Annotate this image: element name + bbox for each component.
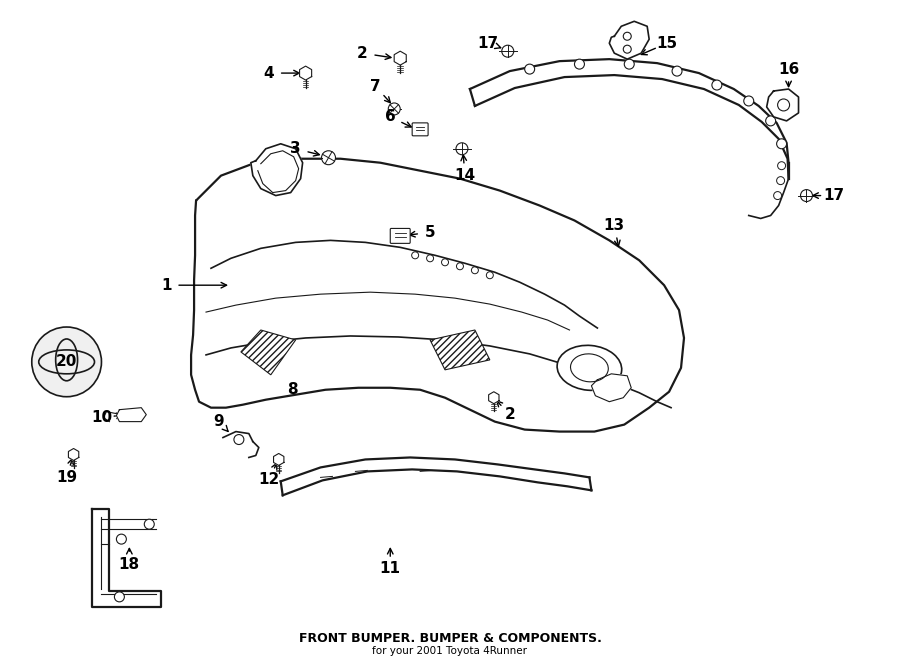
Text: 17: 17 [477, 36, 499, 51]
Polygon shape [300, 66, 311, 80]
Polygon shape [92, 509, 161, 607]
Circle shape [144, 519, 154, 529]
Polygon shape [609, 21, 649, 59]
Text: 11: 11 [380, 561, 400, 576]
Text: 1: 1 [161, 278, 171, 293]
Text: 8: 8 [287, 382, 298, 397]
Polygon shape [767, 89, 798, 121]
Circle shape [388, 103, 400, 115]
Circle shape [321, 151, 336, 165]
Circle shape [800, 190, 813, 202]
Circle shape [777, 176, 785, 184]
Text: 14: 14 [454, 168, 475, 183]
Text: 9: 9 [213, 414, 224, 429]
Polygon shape [116, 408, 147, 422]
Text: 16: 16 [778, 61, 799, 77]
Polygon shape [241, 330, 296, 375]
FancyBboxPatch shape [412, 123, 428, 136]
Circle shape [672, 66, 682, 76]
Circle shape [456, 143, 468, 155]
Polygon shape [191, 159, 684, 432]
Circle shape [574, 59, 584, 69]
Circle shape [234, 434, 244, 444]
Polygon shape [394, 51, 406, 65]
Circle shape [774, 192, 781, 200]
Polygon shape [274, 453, 284, 465]
Text: 20: 20 [56, 354, 77, 369]
Ellipse shape [557, 345, 622, 391]
Text: 5: 5 [425, 225, 436, 240]
Text: 7: 7 [370, 79, 381, 94]
Circle shape [778, 162, 786, 170]
Circle shape [766, 116, 776, 126]
Text: 4: 4 [264, 65, 274, 81]
Circle shape [32, 327, 102, 397]
Text: 10: 10 [91, 410, 112, 425]
Circle shape [525, 64, 535, 74]
Text: 13: 13 [604, 218, 625, 233]
Text: 17: 17 [823, 188, 844, 203]
Circle shape [743, 96, 753, 106]
Text: 19: 19 [56, 470, 77, 485]
Circle shape [502, 45, 514, 57]
Polygon shape [591, 374, 631, 402]
Polygon shape [68, 449, 79, 461]
Polygon shape [251, 144, 302, 196]
Text: 2: 2 [357, 46, 368, 61]
Text: FRONT BUMPER. BUMPER & COMPONENTS.: FRONT BUMPER. BUMPER & COMPONENTS. [299, 632, 601, 644]
Text: for your 2001 Toyota 4Runner: for your 2001 Toyota 4Runner [373, 646, 527, 656]
Circle shape [625, 59, 634, 69]
Polygon shape [430, 330, 490, 370]
FancyBboxPatch shape [391, 229, 410, 243]
Circle shape [116, 534, 126, 544]
Circle shape [777, 139, 787, 149]
Circle shape [114, 592, 124, 602]
Polygon shape [489, 392, 499, 404]
Text: 12: 12 [258, 472, 279, 487]
Text: 15: 15 [656, 36, 678, 51]
Text: 18: 18 [119, 557, 140, 572]
Circle shape [712, 80, 722, 90]
Text: 2: 2 [504, 407, 515, 422]
Text: 3: 3 [291, 141, 301, 156]
Text: 6: 6 [385, 110, 396, 124]
